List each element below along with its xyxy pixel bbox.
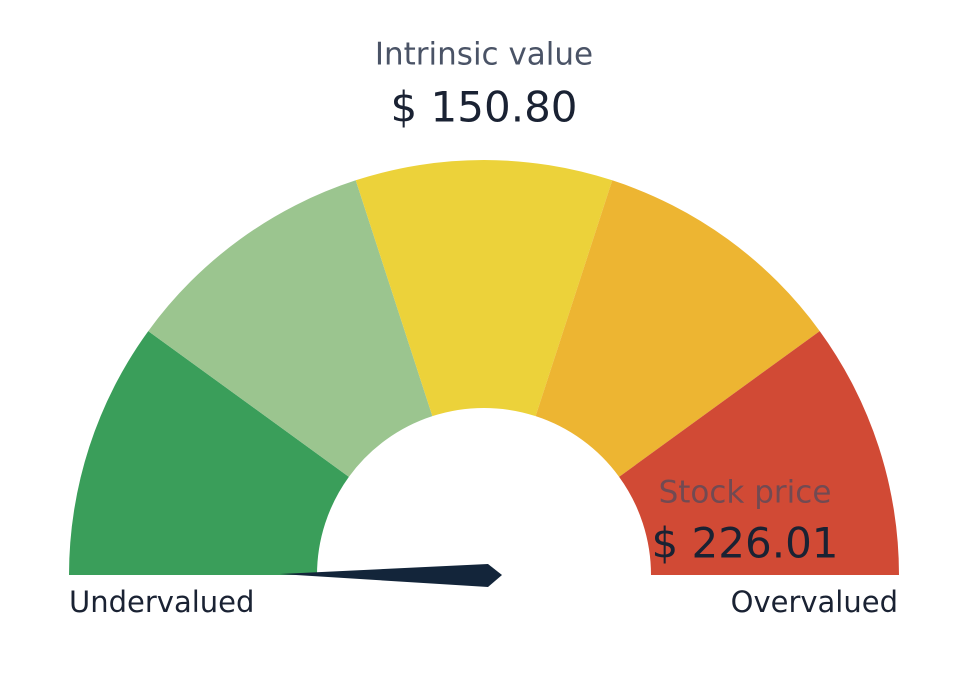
gauge-segment [535, 180, 820, 477]
max-label: Overvalued [731, 585, 898, 619]
stock-price: $ 226.01 [651, 519, 838, 568]
title: Intrinsic value [375, 37, 593, 73]
needle [280, 564, 502, 587]
segments [69, 159, 899, 575]
min-label: Undervalued [69, 585, 254, 619]
gauge-segment [69, 331, 349, 575]
intrinsic-value: $ 150.80 [390, 83, 577, 132]
gauge-segment [355, 159, 613, 417]
stock-price-label: Stock price [659, 475, 832, 511]
gauge-segment [619, 331, 899, 575]
gauge-segment [148, 180, 433, 477]
